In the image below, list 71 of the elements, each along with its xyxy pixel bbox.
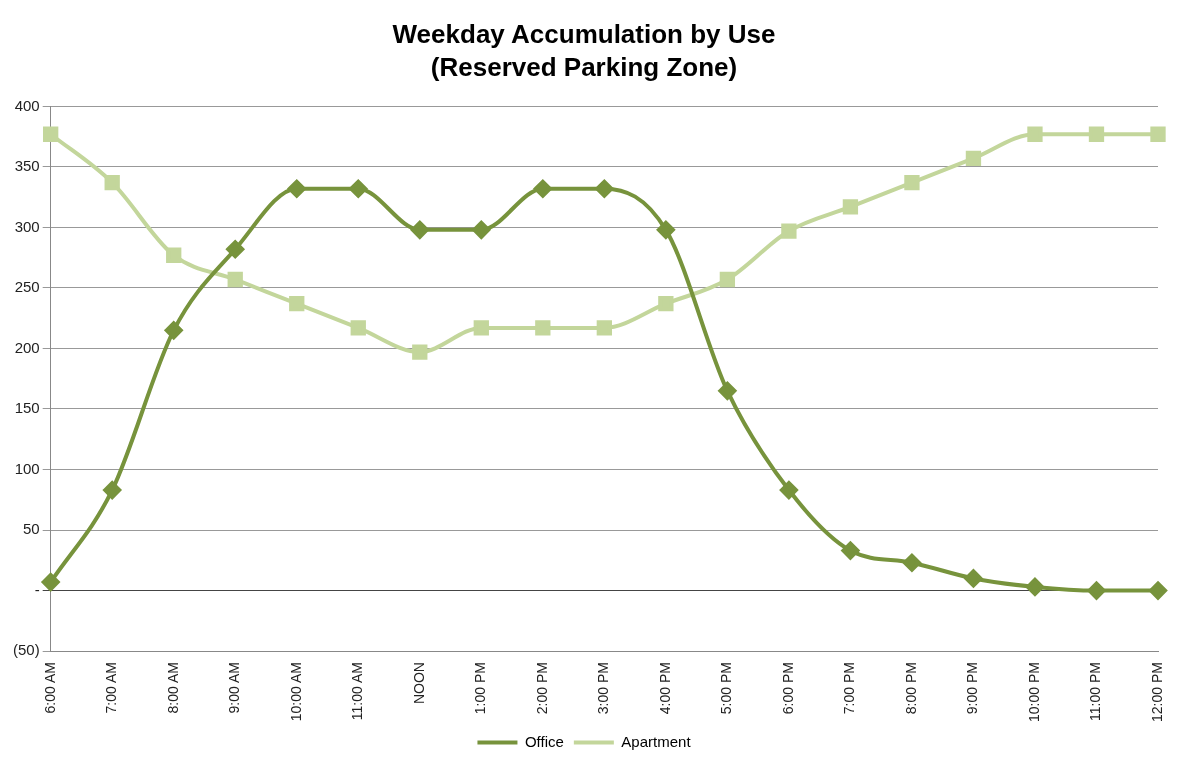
- x-tick-label: 6:00 AM: [41, 662, 58, 714]
- y-tick-label: 350: [14, 157, 40, 175]
- point: [166, 247, 182, 263]
- x-tick-label: 7:00 AM: [103, 662, 120, 714]
- chart-subtitle: (Reserved Parking Zone): [430, 51, 738, 82]
- x-tick-label: 10:00 AM: [287, 662, 304, 722]
- point: [658, 296, 674, 312]
- y-tick-label: 50: [22, 520, 40, 538]
- y-tick-label: 200: [14, 338, 40, 356]
- point: [289, 296, 305, 312]
- point: [412, 344, 428, 360]
- point: [1087, 581, 1106, 600]
- x-tick-label: 2:00 PM: [533, 662, 550, 715]
- point: [964, 569, 983, 588]
- x-tick-label: 3:00 PM: [595, 662, 612, 715]
- point: [287, 179, 306, 198]
- point: [1025, 577, 1044, 596]
- x-tick-label: 11:00 PM: [1087, 662, 1104, 721]
- legend-label: Apartment: [621, 732, 692, 750]
- x-tick-label: 1:00 PM: [472, 662, 489, 715]
- point: [1149, 581, 1167, 600]
- point: [410, 220, 429, 239]
- point: [781, 223, 797, 239]
- point: [43, 126, 59, 142]
- point: [41, 573, 60, 592]
- x-tick-label: 5:00 PM: [718, 662, 735, 715]
- x-tick-label: 10:00 PM: [1025, 662, 1042, 723]
- point: [1088, 126, 1105, 142]
- y-tick-label: 250: [14, 278, 40, 296]
- point: [164, 321, 183, 340]
- point: [596, 320, 612, 336]
- x-tick-label: 4:00 PM: [656, 662, 673, 715]
- x-tick-label: 12:00 PM: [1148, 662, 1165, 723]
- x-tick-label: 11:00 AM: [349, 662, 366, 721]
- point: [533, 179, 552, 198]
- y-tick-label: -: [34, 580, 40, 598]
- point: [104, 175, 120, 191]
- point: [1150, 126, 1166, 142]
- point: [718, 381, 737, 400]
- x-tick-label: 7:00 PM: [841, 662, 858, 715]
- point: [472, 220, 491, 239]
- x-tick-label: 9:00 AM: [226, 662, 243, 714]
- x-tick-label: 8:00 AM: [164, 662, 181, 714]
- y-tick-label: (50): [12, 641, 40, 659]
- point: [473, 320, 489, 336]
- point: [719, 271, 736, 288]
- point: [779, 481, 798, 500]
- legend-label: Office: [524, 732, 564, 750]
- y-tick-label: 300: [14, 217, 40, 235]
- x-tick-label: NOON: [410, 662, 427, 705]
- point: [595, 179, 614, 198]
- y-tick-label: 400: [14, 96, 40, 114]
- y-tick-label: 100: [14, 459, 40, 477]
- y-tick-label: 150: [14, 399, 40, 417]
- point: [902, 553, 921, 572]
- point: [350, 320, 366, 336]
- point: [349, 179, 368, 198]
- point: [965, 150, 982, 167]
- point: [226, 240, 245, 259]
- chart-title: Weekday Accumulation by Use: [392, 18, 776, 49]
- x-tick-label: 6:00 PM: [779, 662, 796, 715]
- point: [904, 175, 920, 191]
- point: [1027, 126, 1043, 142]
- point: [841, 541, 860, 560]
- point: [842, 199, 859, 215]
- point: [535, 320, 551, 336]
- x-tick-label: 8:00 PM: [902, 662, 919, 715]
- point: [103, 481, 122, 500]
- point: [227, 271, 243, 288]
- x-tick-label: 9:00 PM: [964, 662, 981, 715]
- point: [656, 220, 675, 239]
